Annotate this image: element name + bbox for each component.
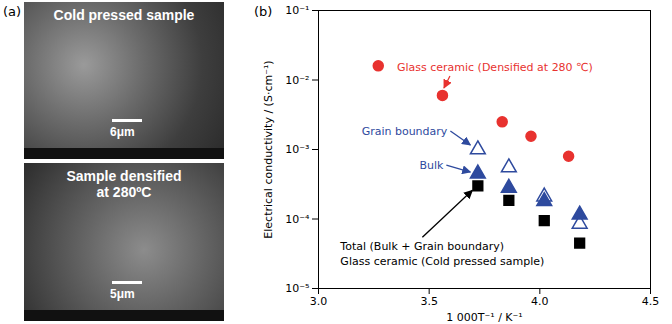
svg-text:Glass ceramic (Densified at 28: Glass ceramic (Densified at 280 ℃) [397,61,593,74]
html-text:Cold pressed sample: Cold pressed sample [53,7,195,23]
svg-text:3.0: 3.0 [310,295,328,308]
svg-text:1 000T⁻¹ / K⁻¹: 1 000T⁻¹ / K⁻¹ [446,311,523,324]
svg-text:10⁻¹: 10⁻¹ [285,4,309,17]
svg-text:4.5: 4.5 [642,295,660,308]
html-text:(b): (b) [254,4,273,19]
html-text:5μm: 5μm [110,287,135,301]
svg-text:3.5: 3.5 [420,295,438,308]
svg-text:Total (Bulk + Grain boundary): Total (Bulk + Grain boundary) [339,240,504,253]
svg-text:10⁻⁵: 10⁻⁵ [285,282,309,295]
svg-text:Glass ceramic (Cold pressed sa: Glass ceramic (Cold pressed sample) [340,255,544,268]
html-text:at 280ºC: at 280ºC [96,184,152,200]
svg-text:10⁻³: 10⁻³ [285,143,309,156]
svg-text:Bulk: Bulk [419,159,444,172]
svg-text:10⁻²: 10⁻² [285,74,309,87]
svg-text:10⁻⁴: 10⁻⁴ [285,213,310,226]
html-text:Sample densified: Sample densified [66,168,182,184]
svg-text:Electrical conductivity / (S·c: Electrical conductivity / (S·cm⁻¹) [262,60,275,238]
svg-text:4.0: 4.0 [531,295,549,308]
html-text:6μm: 6μm [110,125,135,139]
svg-text:Grain boundary: Grain boundary [362,125,448,138]
html-text:(a): (a) [3,4,22,19]
